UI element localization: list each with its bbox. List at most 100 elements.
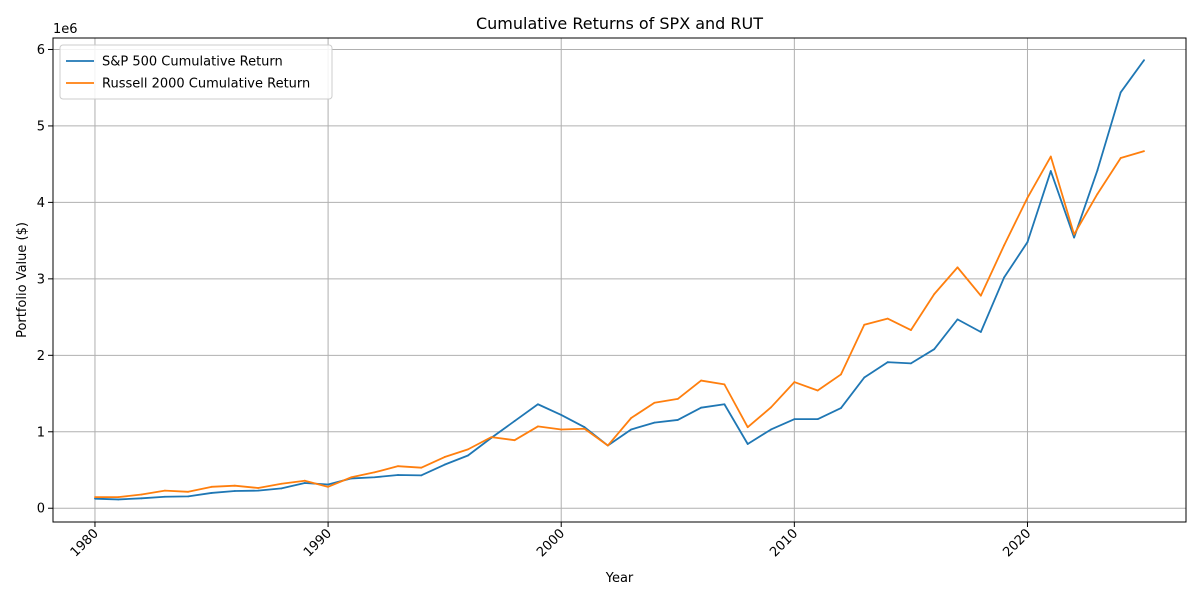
data-point	[280, 487, 283, 490]
data-point	[257, 489, 260, 492]
data-point	[327, 483, 329, 486]
data-point	[164, 495, 166, 498]
data-point	[723, 383, 726, 386]
data-point	[630, 428, 633, 431]
data-point	[467, 454, 469, 457]
data-point	[840, 373, 842, 376]
data-point	[140, 493, 143, 496]
data-point	[1003, 276, 1006, 279]
data-point	[770, 428, 772, 431]
data-point	[816, 418, 819, 421]
data-point	[303, 482, 306, 484]
legend-box	[59, 44, 333, 100]
data-point	[1096, 169, 1099, 172]
data-point	[606, 444, 609, 447]
data-point	[723, 403, 726, 406]
data-point	[956, 266, 959, 269]
grid-lines	[53, 38, 1186, 522]
y-tick-label: 6	[37, 43, 45, 58]
data-point	[537, 425, 539, 428]
data-point	[746, 426, 749, 429]
legend-label-1: Russell 2000 Cumulative Return	[102, 77, 310, 92]
series-group-1	[94, 150, 1145, 499]
data-point	[979, 331, 982, 333]
y-tick-label: 1	[37, 425, 45, 440]
data-point	[1026, 196, 1029, 199]
data-point	[280, 482, 283, 485]
data-point	[467, 448, 469, 451]
chart-title: Cumulative Returns of SPX and RUT	[476, 14, 763, 33]
series-line-1	[94, 150, 1145, 499]
data-point	[1143, 150, 1145, 153]
data-point	[420, 466, 423, 469]
data-point	[187, 495, 190, 498]
data-point	[910, 329, 912, 331]
data-point	[560, 428, 563, 431]
data-point	[1049, 155, 1052, 158]
data-point	[94, 497, 96, 500]
data-point	[676, 398, 679, 400]
series-line-0	[94, 59, 1145, 501]
data-point	[1096, 193, 1099, 195]
data-point	[187, 490, 190, 493]
data-point	[537, 403, 539, 406]
data-point	[443, 456, 446, 458]
data-point	[770, 406, 772, 409]
data-point	[210, 485, 213, 488]
data-point	[164, 489, 166, 492]
x-axis-label: Year	[605, 571, 634, 586]
data-point	[443, 463, 446, 466]
data-point	[233, 490, 236, 492]
data-point	[513, 439, 516, 442]
data-point	[910, 362, 912, 365]
plot-frame	[52, 37, 1187, 523]
y-tick-label: 0	[37, 502, 45, 517]
legend: S&P 500 Cumulative Return Russell 2000 Cu…	[59, 44, 333, 100]
series-lines	[94, 59, 1145, 501]
data-point	[956, 318, 959, 321]
data-point	[793, 418, 796, 421]
data-point	[1143, 59, 1145, 62]
data-point	[1073, 233, 1075, 236]
data-point	[94, 496, 96, 499]
y-tick-label: 4	[37, 196, 45, 211]
data-point	[700, 406, 702, 409]
data-point	[1073, 236, 1075, 239]
data-point	[303, 479, 306, 482]
y-axis-offset-label: 1e6	[53, 22, 78, 37]
data-point	[630, 417, 633, 419]
data-point	[233, 484, 236, 487]
data-point	[1119, 91, 1122, 94]
data-point	[840, 407, 842, 409]
data-point	[933, 293, 936, 296]
data-point	[746, 443, 749, 445]
data-point	[513, 420, 516, 422]
data-point	[140, 497, 143, 500]
data-point	[373, 476, 376, 479]
data-point	[863, 376, 866, 379]
data-point	[490, 436, 493, 439]
data-point	[1003, 244, 1006, 247]
y-tick-label: 3	[37, 272, 45, 287]
data-point	[979, 294, 982, 297]
data-point	[886, 317, 889, 320]
data-point	[397, 474, 399, 476]
data-point	[653, 421, 656, 424]
data-point	[886, 361, 889, 364]
legend-label-0: S&P 500 Cumulative Return	[102, 55, 283, 70]
data-point	[420, 474, 423, 477]
data-point	[1049, 170, 1052, 172]
data-point	[816, 389, 819, 392]
data-point	[257, 487, 260, 489]
data-point	[676, 419, 679, 421]
data-point	[793, 381, 796, 383]
data-point	[350, 476, 353, 479]
data-point	[700, 379, 702, 382]
data-point	[933, 348, 936, 351]
y-axis-label: Portfolio Value ($)	[15, 222, 30, 338]
data-point	[1026, 241, 1029, 244]
data-point	[397, 465, 399, 468]
y-tick-label: 2	[37, 349, 45, 364]
